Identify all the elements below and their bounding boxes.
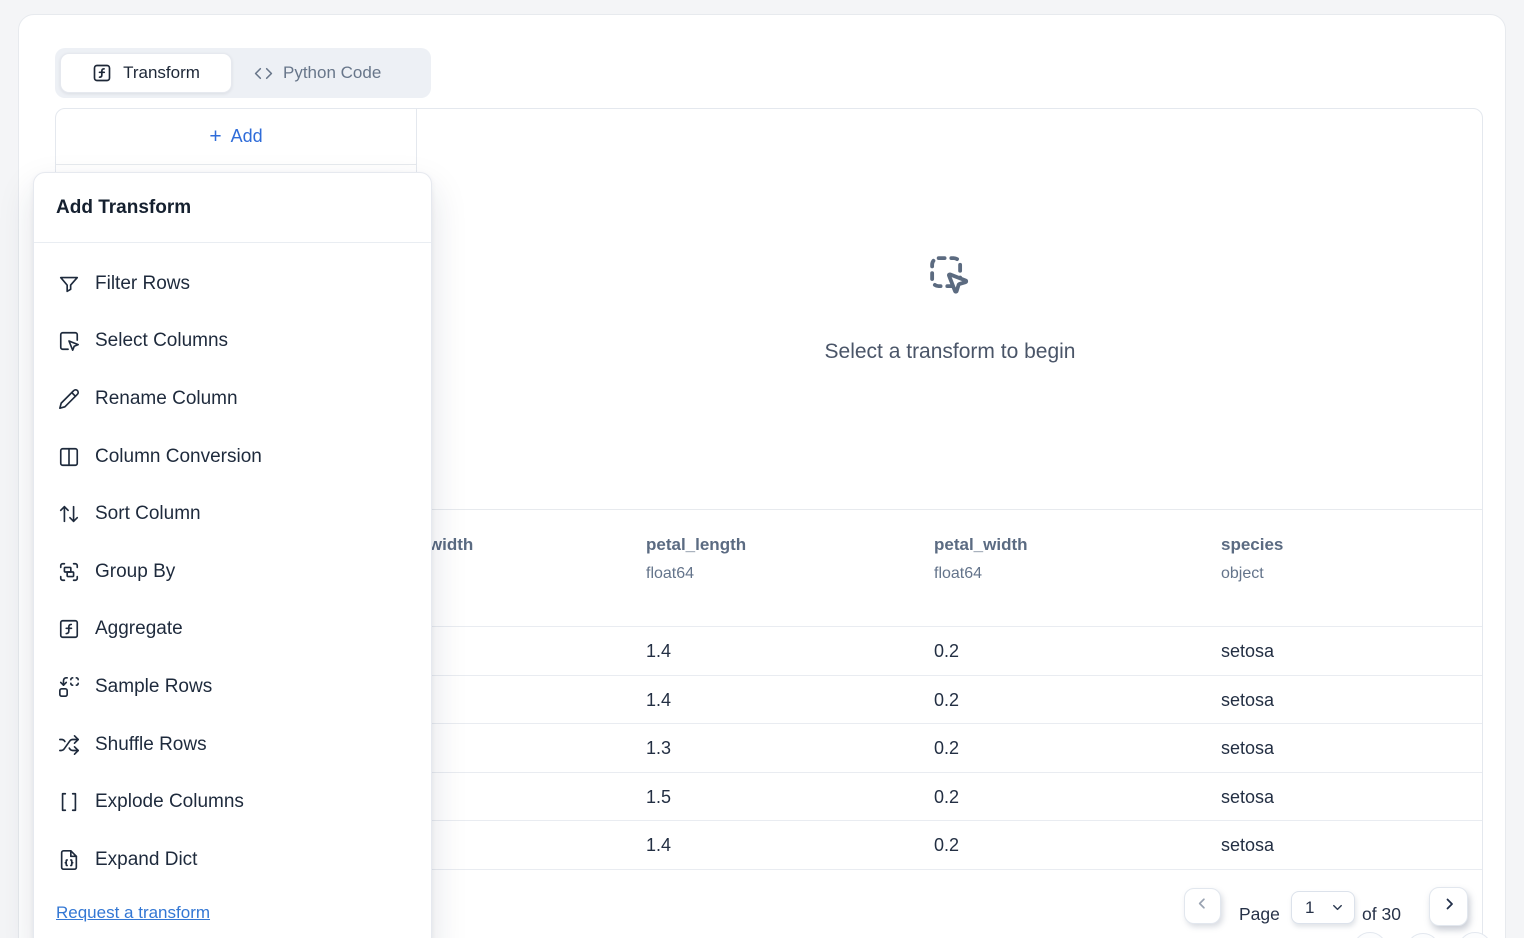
menu-item-label: Group By: [95, 560, 176, 582]
cell-petal-length: 1.5: [646, 786, 672, 807]
menu-item-label: Shuffle Rows: [95, 733, 207, 755]
arrow-up-down-icon: [59, 506, 79, 523]
cell-species: setosa: [1221, 786, 1275, 807]
empty-state-message: Select a transform to begin: [824, 340, 1076, 363]
menu-item-sort-column[interactable]: Sort Column: [34, 485, 431, 543]
columns-icon: [59, 447, 79, 466]
page-label: Page: [1239, 904, 1280, 924]
menu-item-label: Select Columns: [95, 330, 229, 352]
menu-item-label: Sample Rows: [95, 675, 213, 697]
square-mouse-pointer-icon: [59, 332, 79, 352]
plus-icon: +: [209, 125, 222, 148]
shuffle-icon: [59, 734, 79, 755]
filter-icon: [59, 276, 79, 292]
group-icon: [59, 562, 79, 581]
tab-python-code-label: Python Code: [283, 63, 382, 82]
menu-item-label: Explode Columns: [95, 791, 244, 813]
add-button-label: Add: [230, 126, 263, 146]
menu-item-label: Expand Dict: [95, 848, 198, 870]
menu-item-label: Sort Column: [95, 503, 201, 525]
function-square-icon: [92, 63, 112, 83]
table-body: 1.4 0.2 setosa 1.4 0.2 setosa 1.3 0.2 se…: [56, 626, 1482, 870]
menu-item-rename-column[interactable]: Rename Column: [34, 370, 431, 428]
table-row: 1.4 0.2 setosa: [56, 821, 1482, 870]
chevron-right-icon: [1440, 895, 1458, 918]
menu-item-aggregate[interactable]: Aggregate: [34, 601, 431, 659]
column-header-species: species: [1221, 535, 1284, 554]
dashed-square-mouse-pointer-icon: [926, 252, 972, 298]
table-row: 1.4 0.2 setosa: [56, 627, 1482, 676]
replace-icon: [59, 676, 79, 697]
chevron-down-icon: [1333, 904, 1342, 911]
chevron-left-icon: [1194, 895, 1211, 917]
next-page-button[interactable]: [1429, 887, 1468, 926]
table-top-border: [56, 509, 1482, 510]
request-transform-link[interactable]: Request a transform: [56, 902, 211, 922]
menu-item-sample-rows[interactable]: Sample Rows: [34, 658, 431, 716]
menu-item-label: Filter Rows: [95, 272, 191, 294]
tab-transform[interactable]: Transform: [60, 53, 232, 93]
page-count-label: of 30: [1362, 904, 1401, 924]
cell-species: setosa: [1221, 641, 1275, 661]
tab-transform-label: Transform: [123, 63, 200, 82]
cell-petal-width: 0.2: [934, 738, 960, 759]
cell-petal-width: 0.2: [934, 641, 960, 661]
menu-item-filter-rows[interactable]: Filter Rows: [34, 255, 431, 313]
cell-petal-length: 1.3: [646, 738, 672, 759]
menu-item-shuffle-rows[interactable]: Shuffle Rows: [34, 716, 431, 774]
column-header-petal-length: petal_length: [646, 535, 747, 554]
menu-item-label: Column Conversion: [95, 445, 262, 467]
cell-petal-width: 0.2: [934, 689, 960, 710]
menu-item-group-by[interactable]: Group By: [34, 543, 431, 601]
add-transform-menu: Add Transform Filter Rows Select Columns…: [33, 172, 432, 938]
table-row: 1.5 0.2 setosa: [56, 773, 1482, 822]
menu-item-explode-columns[interactable]: Explode Columns: [34, 773, 431, 831]
menu-item-label: Rename Column: [95, 387, 238, 409]
cell-species: setosa: [1221, 689, 1275, 710]
cell-petal-length: 1.4: [646, 835, 672, 856]
hidden-action-button: [1406, 933, 1440, 938]
table-row: 1.4 0.2 setosa: [56, 676, 1482, 725]
previous-page-button[interactable]: [1184, 888, 1221, 924]
add-transform-button[interactable]: + Add: [56, 109, 416, 165]
menu-item-column-conversion[interactable]: Column Conversion: [34, 428, 431, 486]
table-row: 1.3 0.2 setosa: [56, 724, 1482, 773]
column-dtype-petal-width: float64: [934, 565, 983, 582]
page-number-select[interactable]: 1: [1291, 891, 1355, 924]
tab-python-code[interactable]: Python Code: [254, 63, 381, 83]
view-tabs: Transform Python Code: [55, 48, 431, 98]
menu-item-expand-dict[interactable]: Expand Dict: [34, 831, 431, 889]
brackets-icon: [61, 793, 77, 812]
column-dtype-petal-length: float64: [646, 565, 695, 582]
menu-item-select-columns[interactable]: Select Columns: [34, 313, 431, 371]
pencil-icon: [59, 389, 80, 409]
function-square-icon: [59, 620, 79, 639]
page-number-value: 1: [1305, 897, 1315, 917]
menu-item-label: Aggregate: [95, 618, 183, 640]
cell-species: setosa: [1221, 835, 1275, 856]
cell-petal-length: 1.4: [646, 689, 672, 710]
cell-petal-length: 1.4: [646, 641, 672, 661]
add-transform-menu-list: Filter Rows Select Columns Rename Column…: [34, 243, 431, 923]
file-braces-icon: [60, 849, 78, 870]
column-header-petal-width: petal_width: [934, 535, 1028, 554]
add-transform-menu-title: Add Transform: [34, 173, 431, 243]
cell-petal-width: 0.2: [934, 786, 960, 807]
cell-petal-width: 0.2: [934, 835, 960, 856]
cell-species: setosa: [1221, 738, 1275, 759]
column-dtype-species: object: [1221, 565, 1264, 582]
code-icon: [254, 64, 273, 83]
